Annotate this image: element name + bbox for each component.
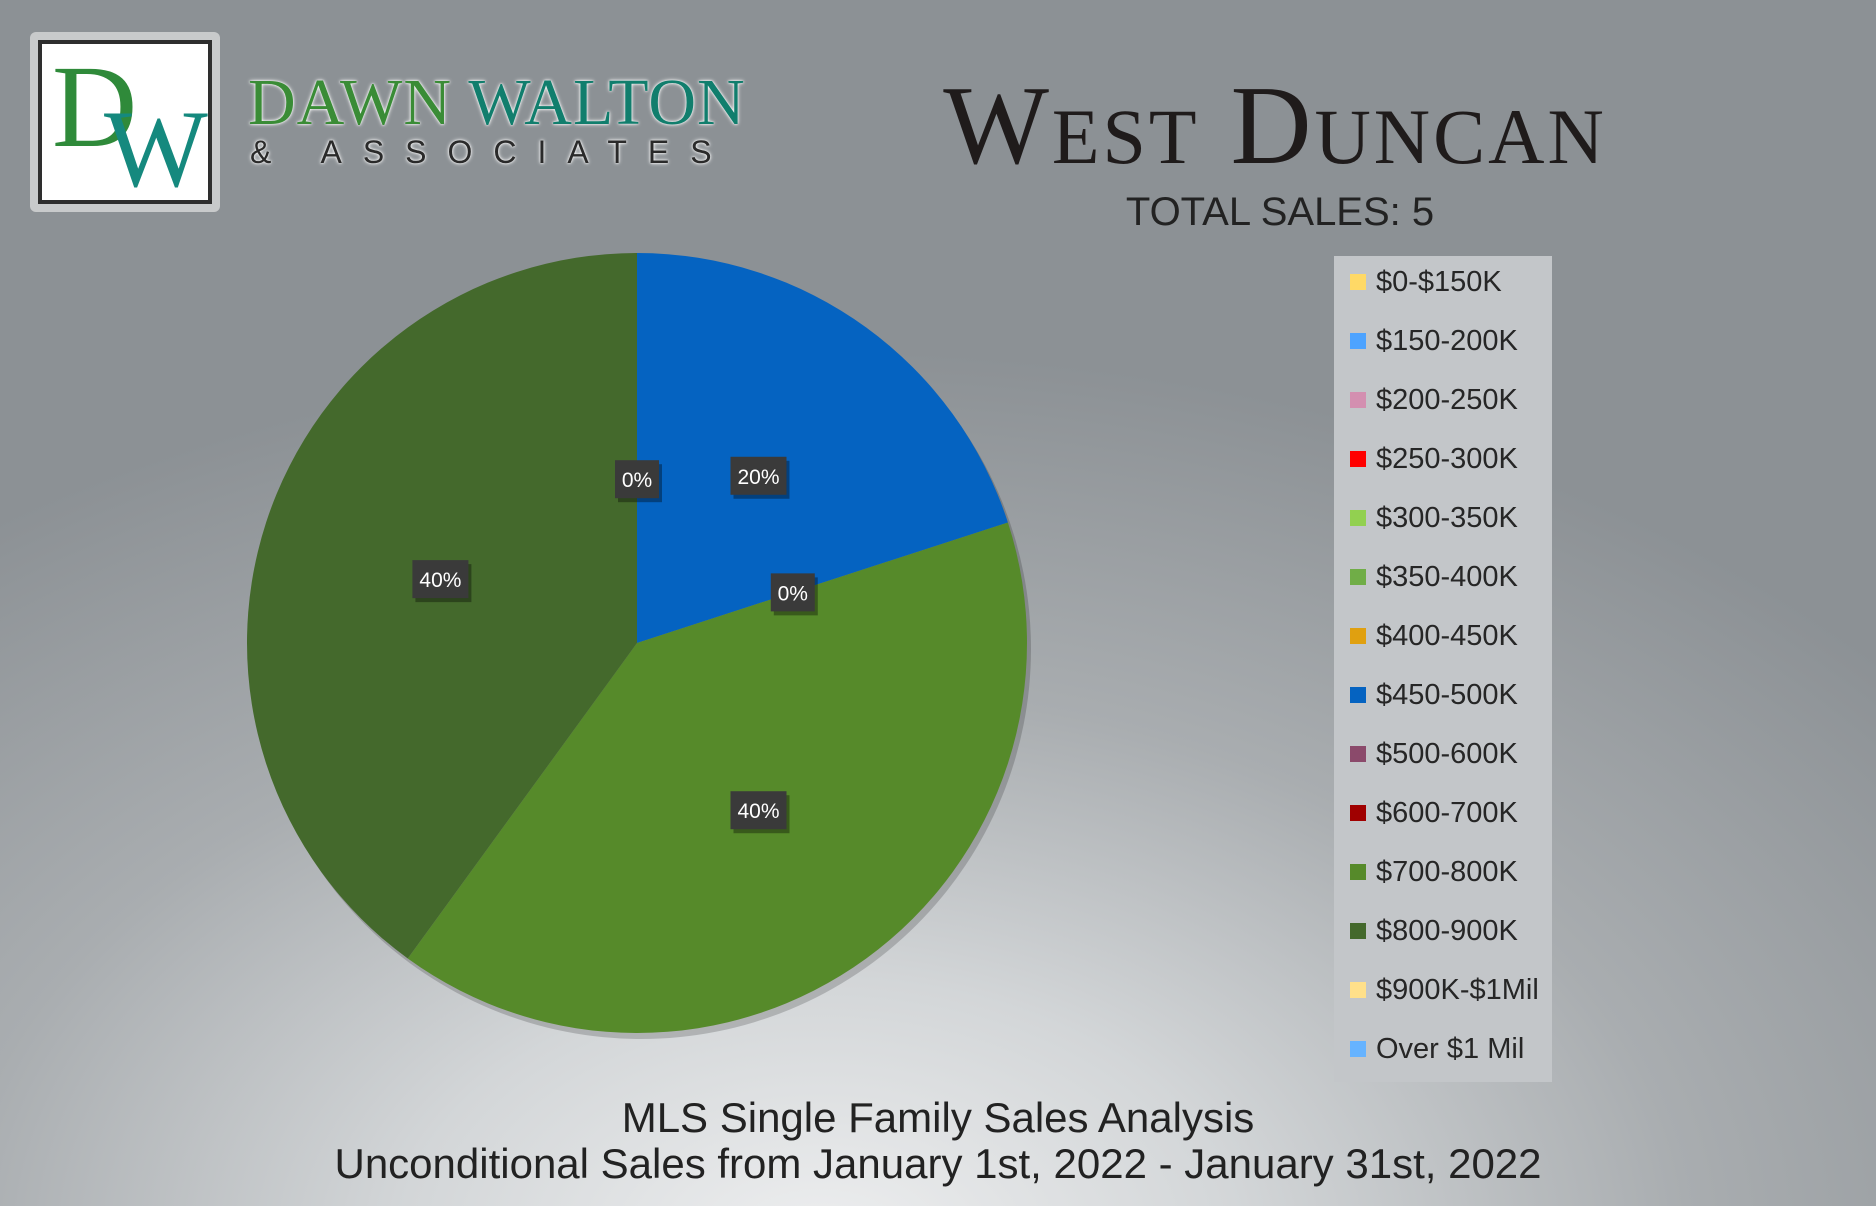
legend-swatch	[1350, 569, 1366, 585]
legend-item-400-450k: $400-450K	[1350, 616, 1518, 656]
legend-label: $500-600K	[1376, 737, 1518, 770]
legend-label: $450-500K	[1376, 678, 1518, 711]
monogram-w: W	[104, 88, 208, 210]
legend-swatch	[1350, 687, 1366, 703]
legend-label: $150-200K	[1376, 324, 1518, 357]
svg-text:0%: 0%	[622, 469, 652, 492]
total-sales: TOTAL SALES: 5	[1125, 190, 1435, 234]
legend-item-250-300k: $250-300K	[1350, 439, 1518, 479]
legend-item-200-250k: $200-250K	[1350, 380, 1518, 420]
legend-item-150-200k: $150-200K	[1350, 321, 1518, 361]
legend-item-900k-1mil: $900K-$1Mil	[1350, 970, 1539, 1010]
legend-swatch	[1350, 510, 1366, 526]
legend-label: $200-250K	[1376, 383, 1518, 416]
legend-item-800-900k: $800-900K	[1350, 911, 1518, 951]
legend-item-over-1-mil: Over $1 Mil	[1350, 1029, 1524, 1069]
data-label-450-500k-1: 20%	[730, 456, 790, 499]
legend-item-300-350k: $300-350K	[1350, 498, 1518, 538]
legend-label: $350-400K	[1376, 560, 1518, 593]
legend-item-600-700k: $600-700K	[1350, 793, 1518, 833]
legend-swatch	[1350, 628, 1366, 644]
legend-swatch	[1350, 392, 1366, 408]
legend-label: $300-350K	[1376, 501, 1518, 534]
legend-item-450-500k: $450-500K	[1350, 675, 1518, 715]
legend-item-700-800k: $700-800K	[1350, 852, 1518, 892]
legend-swatch	[1350, 805, 1366, 821]
legend-label: $400-450K	[1376, 619, 1518, 652]
chart-legend: $0-$150K $150-200K $200-250K $250-300K $300-…	[1334, 256, 1552, 1082]
legend-swatch	[1350, 333, 1366, 349]
legend-item-500-600k: $500-600K	[1350, 734, 1518, 774]
svg-text:20%: 20%	[737, 466, 779, 489]
legend-label: $700-800K	[1376, 855, 1518, 888]
svg-text:40%: 40%	[419, 569, 461, 592]
svg-text:40%: 40%	[737, 800, 779, 823]
legend-label: $250-300K	[1376, 442, 1518, 475]
legend-label: $800-900K	[1376, 914, 1518, 947]
monogram-d: D	[52, 41, 138, 172]
svg-text:0%: 0%	[778, 582, 808, 605]
legend-label: $0-$150K	[1376, 265, 1502, 298]
brand-name: DAWN WALTON	[248, 70, 746, 136]
brand-tagline: & ASSOCIATES	[250, 134, 733, 170]
data-label-800-900k-4: 40%	[412, 560, 472, 603]
data-label-700-800k-2: 0%	[770, 573, 818, 616]
legend-item-0-150k: $0-$150K	[1350, 262, 1502, 302]
pie-slice-800-900k	[246, 253, 637, 959]
data-label-700-800k-3: 40%	[730, 791, 790, 834]
footer-date-range: Unconditional Sales from January 1st, 20…	[334, 1140, 1542, 1187]
legend-label: Over $1 Mil	[1376, 1032, 1525, 1065]
legend-swatch	[1350, 746, 1366, 762]
pie-slice-450-500k	[637, 253, 1008, 643]
brand-name-last: WALTON	[468, 66, 746, 139]
page-title: West Duncan	[943, 64, 1607, 188]
legend-swatch	[1350, 864, 1366, 880]
legend-swatch	[1350, 982, 1366, 998]
legend-label: $900K-$1Mil	[1376, 973, 1539, 1006]
brand-name-first: DAWN	[248, 66, 452, 139]
legend-swatch	[1350, 274, 1366, 290]
footer-heading: MLS Single Family Sales Analysis	[621, 1094, 1255, 1141]
pie-slice-700-800k	[407, 522, 1027, 1034]
brand-monogram: D W	[38, 40, 212, 204]
legend-swatch	[1350, 451, 1366, 467]
legend-item-350-400k: $350-400K	[1350, 557, 1518, 597]
brand-logo: D W	[30, 32, 220, 212]
legend-swatch	[1350, 923, 1366, 939]
legend-swatch	[1350, 1041, 1366, 1057]
legend-label: $600-700K	[1376, 796, 1518, 829]
data-label-450-500k-0: 0%	[615, 460, 662, 503]
